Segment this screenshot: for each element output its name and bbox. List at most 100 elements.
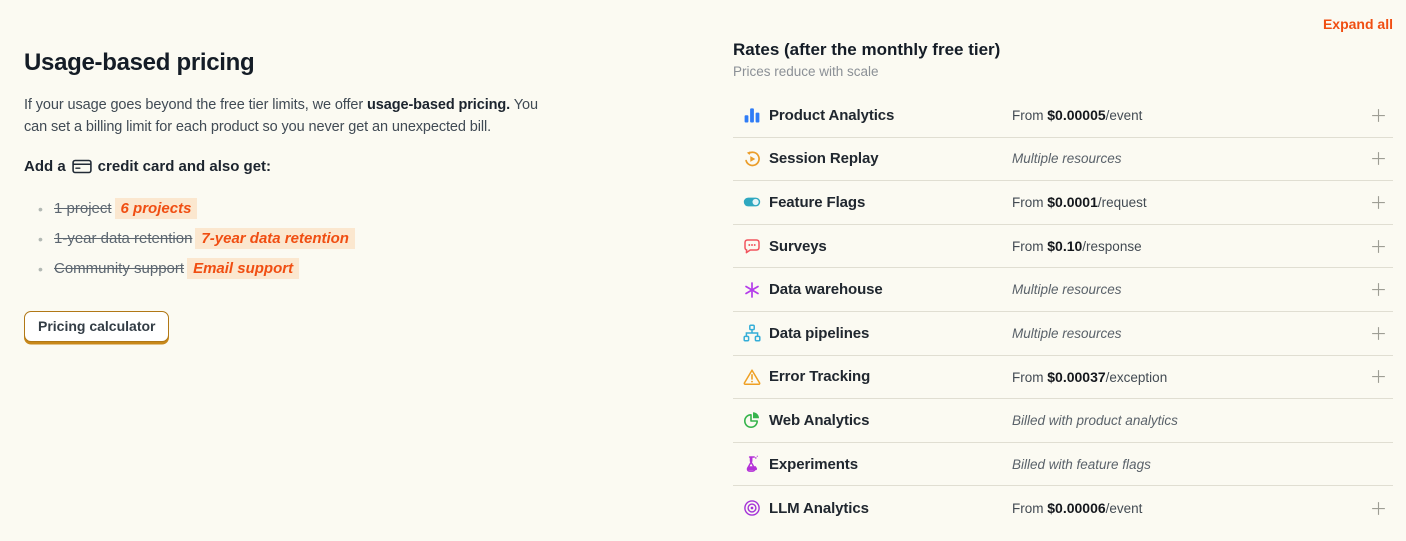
product-rate: From $0.00037/exception	[1012, 369, 1371, 385]
warning-icon	[743, 368, 761, 386]
product-label: LLM Analytics	[743, 499, 1012, 517]
credit-card-icon	[71, 159, 92, 174]
rate-row[interactable]: Product Analytics From $0.00005/event	[733, 94, 1393, 138]
rate-row[interactable]: Session Replay Multiple resources	[733, 138, 1393, 182]
product-name: Error Tracking	[769, 368, 871, 386]
intro-text-before: If your usage goes beyond the free tier …	[24, 97, 368, 113]
rate-row[interactable]: Web Analytics Billed with product analyti…	[733, 399, 1393, 443]
rate-value: $0.0001	[1047, 194, 1098, 211]
rate-prefix: From	[1012, 501, 1048, 517]
plus-icon[interactable]	[1371, 195, 1386, 210]
rate-row[interactable]: Data pipelines Multiple resources	[733, 312, 1393, 356]
rate-row[interactable]: Error Tracking From $0.00037/exception	[733, 356, 1393, 400]
product-label: Feature Flags	[743, 193, 1012, 211]
rate-prefix: From	[1012, 369, 1048, 385]
new-benefit-text: 6 projects	[114, 198, 198, 219]
plus-icon[interactable]	[1371, 239, 1386, 254]
rate-prefix: From	[1012, 195, 1048, 211]
intro-bold-text: usage-based pricing.	[367, 97, 511, 113]
target-icon	[743, 499, 761, 517]
product-label: Error Tracking	[743, 368, 1012, 386]
product-label: Session Replay	[743, 150, 1012, 168]
plus-icon[interactable]	[1371, 282, 1386, 297]
rate-unit: /event	[1105, 501, 1143, 517]
rate-row[interactable]: Surveys From $0.10/response	[733, 225, 1393, 269]
new-benefit-text: Email support	[187, 258, 300, 279]
pie-chart-icon	[743, 411, 761, 429]
rates-section: Rates (after the monthly free tier) Pric…	[733, 40, 1393, 530]
rate-note: Multiple resources	[1012, 325, 1122, 341]
product-rate: From $0.00005/event	[1012, 107, 1371, 123]
product-rate: From $0.00006/event	[1012, 500, 1371, 516]
product-name: Feature Flags	[769, 193, 866, 211]
product-rate: Billed with feature flags	[1012, 457, 1371, 472]
rate-note: Billed with feature flags	[1012, 456, 1151, 472]
rate-row[interactable]: Feature Flags From $0.0001/request	[733, 181, 1393, 225]
rates-subtitle: Prices reduce with scale	[733, 64, 879, 79]
add-card-line: Add a credit card and also get:	[24, 158, 546, 175]
rate-note: Multiple resources	[1012, 282, 1122, 298]
expand-all-link[interactable]: Expand all	[1322, 16, 1393, 32]
product-rate: From $0.0001/request	[1012, 194, 1371, 210]
rate-unit: /response	[1082, 239, 1142, 255]
product-rate: From $0.10/response	[1012, 238, 1371, 254]
intro-text-after: You can set a billing limit for each pro…	[24, 97, 538, 135]
rate-value: $0.00006	[1047, 500, 1106, 517]
product-label: Data warehouse	[743, 281, 1012, 299]
plus-icon[interactable]	[1371, 326, 1386, 341]
rate-unit: /exception	[1105, 369, 1168, 385]
rates-title: Rates (after the monthly free tier)	[733, 40, 1001, 59]
rate-value: $0.00005	[1047, 107, 1106, 124]
plus-icon[interactable]	[1371, 108, 1386, 123]
add-card-text-before: Add a	[24, 158, 66, 175]
rate-note: Multiple resources	[1012, 151, 1122, 167]
session-replay-icon	[743, 150, 761, 168]
product-label: Data pipelines	[743, 324, 1012, 342]
product-name: Surveys	[769, 237, 827, 255]
rate-unit: /event	[1105, 108, 1143, 124]
page-title: Usage-based pricing	[24, 49, 255, 76]
plus-icon[interactable]	[1371, 369, 1386, 384]
toggle-icon	[743, 193, 761, 211]
product-name: LLM Analytics	[769, 499, 869, 517]
pipeline-icon	[743, 324, 761, 342]
rate-unit: /request	[1097, 195, 1147, 211]
product-name: Product Analytics	[769, 106, 895, 124]
product-label: Web Analytics	[743, 411, 1012, 429]
asterisk-icon	[743, 281, 761, 299]
rate-prefix: From	[1012, 108, 1048, 124]
old-benefit-text: Community support	[54, 260, 185, 277]
rate-row[interactable]: Experiments Billed with feature flags	[733, 443, 1393, 487]
old-benefit-text: 1-year data retention	[54, 230, 193, 247]
product-name: Data warehouse	[769, 281, 883, 299]
product-rate: Billed with product analytics	[1012, 413, 1371, 428]
pricing-calculator-button[interactable]: Pricing calculator	[24, 311, 170, 342]
product-name: Web Analytics	[769, 411, 870, 429]
rate-value: $0.10	[1047, 238, 1083, 255]
product-rate: Multiple resources	[1012, 282, 1371, 297]
product-label: Product Analytics	[743, 106, 1012, 124]
product-rate: Multiple resources	[1012, 326, 1371, 341]
plus-icon[interactable]	[1371, 501, 1386, 516]
add-card-text-after: credit card and also get:	[97, 158, 272, 175]
rate-row[interactable]: LLM Analytics From $0.00006/event	[733, 486, 1393, 530]
rates-list: Product Analytics From $0.00005/event Sess…	[733, 94, 1393, 530]
intro-paragraph: If your usage goes beyond the free tier …	[24, 94, 546, 138]
rate-row[interactable]: Data warehouse Multiple resources	[733, 268, 1393, 312]
rate-prefix: From	[1012, 239, 1048, 255]
product-name: Experiments	[769, 455, 858, 473]
old-benefit-text: 1 project	[54, 200, 112, 217]
plus-icon[interactable]	[1371, 151, 1386, 166]
product-name: Data pipelines	[769, 324, 870, 342]
bar-chart-icon	[743, 106, 761, 124]
new-benefit-text: 7-year data retention	[195, 228, 355, 249]
product-name: Session Replay	[769, 150, 879, 168]
rate-note: Billed with product analytics	[1012, 412, 1178, 428]
flask-icon	[743, 455, 761, 473]
product-rate: Multiple resources	[1012, 151, 1371, 166]
product-label: Surveys	[743, 237, 1012, 255]
